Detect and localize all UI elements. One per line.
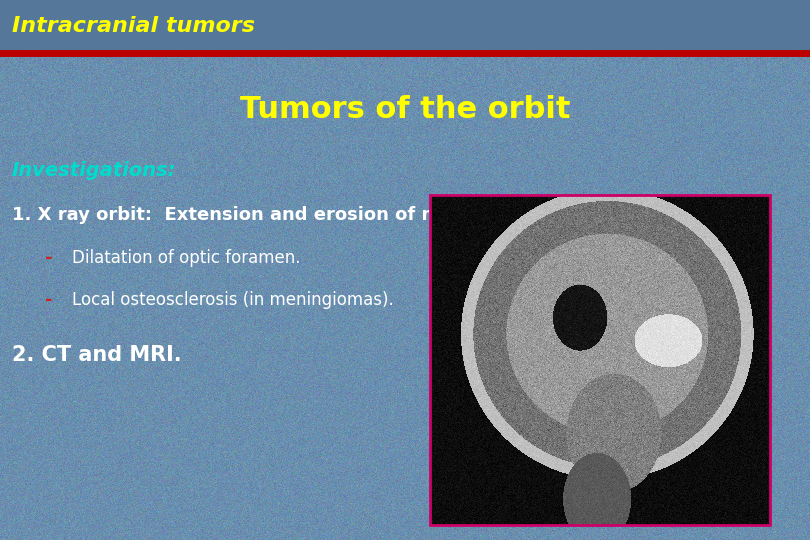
Text: Tumors of the orbit: Tumors of the orbit: [240, 96, 570, 125]
Text: -: -: [45, 291, 53, 309]
Bar: [430, 195, 770, 525]
Text: Dilatation of optic foramen.: Dilatation of optic foramen.: [72, 249, 301, 267]
Text: Local osteosclerosis (in meningiomas).: Local osteosclerosis (in meningiomas).: [72, 291, 394, 309]
Text: 2. CT and MRI.: 2. CT and MRI.: [12, 345, 181, 365]
Text: Investigations:: Investigations:: [12, 160, 177, 179]
Text: Intracranial tumors: Intracranial tumors: [12, 16, 255, 36]
Bar: [0, 0, 810, 50]
Text: 1. X ray orbit:  Extension and erosion of malignant tumors.: 1. X ray orbit: Extension and erosion of…: [12, 206, 608, 224]
Text: -: -: [45, 249, 53, 267]
